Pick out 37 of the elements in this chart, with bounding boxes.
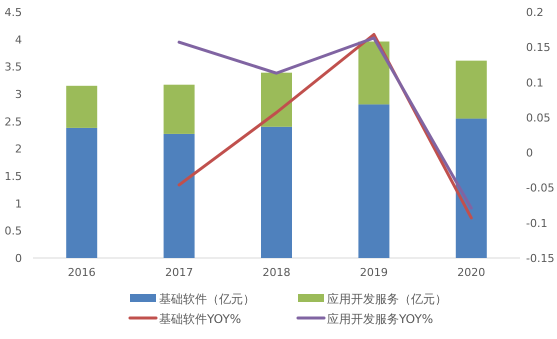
bar [456, 118, 487, 258]
bar [358, 104, 390, 258]
y-tick-label: 2.5 [4, 115, 22, 128]
y-tick-label: 1.5 [4, 170, 22, 183]
y2-tick-label: 0.2 [526, 6, 544, 19]
y-tick-label: 4.5 [4, 6, 22, 19]
y-tick-label: 2 [15, 142, 22, 156]
bar [164, 84, 195, 134]
y2-tick-label: -0.15 [526, 252, 554, 265]
bar [456, 60, 487, 119]
x-tick-label: 2019 [360, 266, 388, 279]
y-tick-label: 4 [15, 33, 22, 46]
y-tick-label: 1 [15, 197, 22, 210]
y-tick-label: 3.5 [4, 60, 22, 74]
x-tick-label: 2016 [68, 266, 96, 279]
y2-tick-label: 0 [526, 146, 533, 160]
x-tick-label: 2018 [262, 266, 290, 279]
legend-label: 基础软件（亿元） [159, 292, 255, 306]
y2-tick-label: -0.05 [526, 182, 554, 195]
bar [164, 134, 195, 258]
y-tick-label: 0.5 [4, 224, 22, 238]
bar [261, 72, 292, 127]
x-tick-label: 2017 [165, 266, 194, 279]
bar [261, 126, 292, 258]
bar [358, 42, 390, 104]
bar [66, 86, 98, 128]
y-tick-label: 3 [15, 88, 22, 101]
legend-label: 基础软件YOY% [159, 312, 242, 326]
legend-label: 应用开发服务YOY% [327, 312, 434, 326]
bar [66, 128, 98, 258]
y-tick-label: 0 [15, 252, 22, 265]
y2-tick-label: 0.1 [526, 76, 544, 90]
x-tick-label: 2020 [457, 266, 486, 279]
y2-tick-label: 0.05 [526, 111, 550, 124]
legend-label: 应用开发服务（亿元） [327, 292, 447, 306]
y2-tick-label: -0.1 [526, 216, 548, 230]
y2-tick-label: 0.15 [526, 41, 550, 54]
